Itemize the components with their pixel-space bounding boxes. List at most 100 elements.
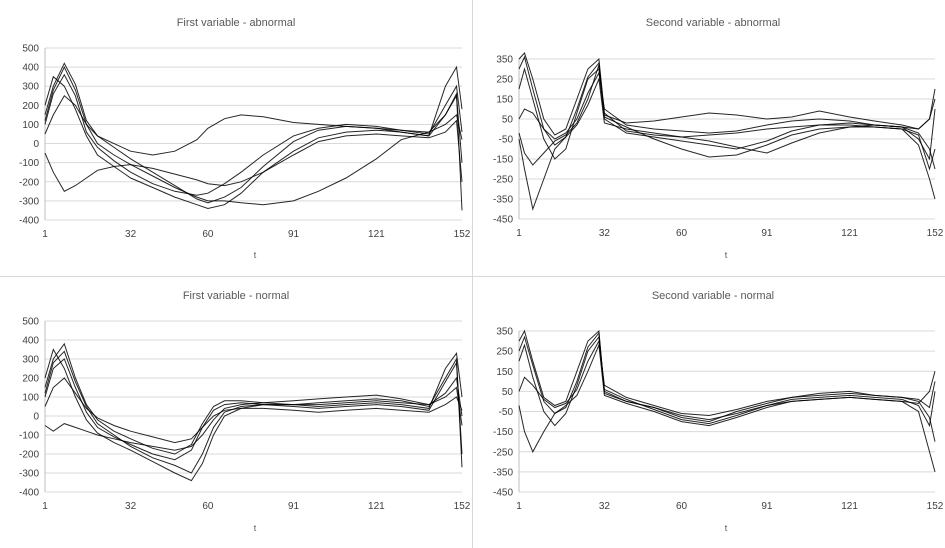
x-tick-label: 91: [288, 501, 300, 512]
y-tick-label: 200: [22, 101, 39, 112]
y-tick-label: -200: [19, 177, 39, 188]
y-tick-label: -400: [19, 488, 39, 499]
panel-divider-vertical: [472, 0, 473, 548]
y-tick-label: 350: [496, 327, 513, 338]
series-group: [44, 62, 463, 211]
series-line-1: [518, 329, 936, 473]
x-tick-label: 121: [841, 228, 858, 239]
series-line-1: [44, 342, 463, 455]
x-tick-label: 60: [676, 228, 688, 239]
y-tick-label: -50: [499, 407, 514, 418]
series-line-3: [44, 75, 463, 210]
x-tick-label: 60: [676, 501, 688, 512]
x-axis-label: t: [725, 250, 728, 260]
y-tick-label: -250: [493, 175, 513, 186]
series-group: [518, 52, 936, 211]
y-tick-label: 300: [22, 82, 39, 93]
series-line-6: [44, 350, 463, 474]
chart-panel-first-normal: First variable - normal t -400 -300 -200 -1…: [0, 277, 472, 548]
series-line-5: [44, 119, 463, 192]
chart-first-variable-abnormal: First variable - abnormal t -400 -300 -200…: [19, 17, 471, 260]
y-tick-label: 100: [22, 393, 39, 404]
series-line-2: [518, 335, 936, 428]
series-line-6: [44, 65, 463, 211]
x-tick-label: 1: [42, 229, 48, 240]
series-line-4: [518, 71, 936, 170]
y-tick-label: 250: [496, 75, 513, 86]
chart-second-variable-normal: Second variable - normal t -450 -350 -250 -…: [493, 290, 944, 533]
x-tick-label: 152: [454, 501, 471, 512]
y-tick-label: 350: [496, 55, 513, 66]
series-line-2: [44, 73, 463, 196]
x-axis-label: t: [254, 523, 257, 533]
chart-title: Second variable - normal: [652, 290, 774, 302]
series-line-1: [518, 52, 936, 200]
x-tick-label: 152: [927, 501, 944, 512]
x-tick-label: 32: [125, 501, 137, 512]
x-tick-label: 91: [761, 228, 773, 239]
chart-title: First variable - normal: [183, 290, 289, 302]
chart-first-variable-normal: First variable - normal t -400 -300 -200 -1…: [19, 290, 471, 533]
x-tick-label: 1: [516, 501, 522, 512]
y-tick-label: 0: [33, 412, 39, 423]
x-tick-label: 32: [599, 228, 611, 239]
chart-second-variable-abnormal: Second variable - abnormal t -450 -350 -25…: [493, 17, 944, 260]
series-line-6: [518, 55, 936, 146]
y-tick-label: 50: [502, 115, 514, 126]
y-tick-label: -350: [493, 467, 513, 478]
gridlines: [519, 58, 935, 220]
y-tick-label: -400: [19, 216, 39, 227]
y-tick-label: 500: [22, 44, 39, 55]
x-tick-label: 60: [202, 501, 214, 512]
gridlines: [45, 47, 462, 221]
y-tick-label: -300: [19, 196, 39, 207]
y-tick-label: -250: [493, 447, 513, 458]
series-line-5: [44, 377, 463, 444]
chart-panel-first-abnormal: First variable - abnormal t -400 -300 -200…: [0, 0, 472, 276]
y-tick-label: 50: [502, 387, 514, 398]
y-tick-label: -150: [493, 427, 513, 438]
y-tick-label: -100: [19, 158, 39, 169]
series-line-3: [44, 348, 463, 482]
x-tick-label: 121: [368, 501, 385, 512]
chart-panel-second-normal: Second variable - normal t -450 -350 -250 -…: [473, 277, 945, 548]
y-tick-label: 0: [33, 139, 39, 150]
chart-title: First variable - abnormal: [177, 17, 296, 29]
x-tick-label: 32: [599, 501, 611, 512]
y-tick-label: -450: [493, 488, 513, 499]
y-tick-label: 200: [22, 374, 39, 385]
y-tick-label: 250: [496, 347, 513, 358]
y-tick-label: 500: [22, 317, 39, 328]
x-axis-label: t: [725, 523, 728, 533]
x-tick-label: 91: [288, 229, 300, 240]
series-line-5: [518, 331, 936, 423]
y-tick-label: -50: [499, 135, 514, 146]
series-line-2: [44, 358, 463, 461]
series-line-4: [44, 95, 463, 156]
x-axis-label: t: [254, 250, 257, 260]
y-tick-label: -100: [19, 431, 39, 442]
chart-title: Second variable - abnormal: [646, 17, 781, 29]
series-line-3: [518, 343, 936, 453]
x-tick-label: 1: [516, 228, 522, 239]
chart-panel-second-abnormal: Second variable - abnormal t -450 -350 -25…: [473, 0, 945, 276]
x-tick-label: 32: [125, 229, 137, 240]
x-tick-label: 152: [927, 228, 944, 239]
series-group: [44, 342, 463, 482]
y-tick-label: 300: [22, 355, 39, 366]
x-tick-label: 1: [42, 501, 48, 512]
y-tick-label: -150: [493, 155, 513, 166]
gridlines: [45, 320, 462, 493]
y-tick-label: -350: [493, 195, 513, 206]
y-tick-label: 400: [22, 63, 39, 74]
x-tick-label: 121: [368, 229, 385, 240]
y-tick-label: 150: [496, 95, 513, 106]
y-tick-label: 400: [22, 336, 39, 347]
y-tick-label: 150: [496, 367, 513, 378]
y-tick-label: -200: [19, 450, 39, 461]
x-tick-label: 60: [202, 229, 214, 240]
y-tick-label: -300: [19, 469, 39, 480]
x-tick-label: 91: [761, 501, 773, 512]
y-tick-label: -450: [493, 215, 513, 226]
series-line-4: [44, 386, 463, 451]
